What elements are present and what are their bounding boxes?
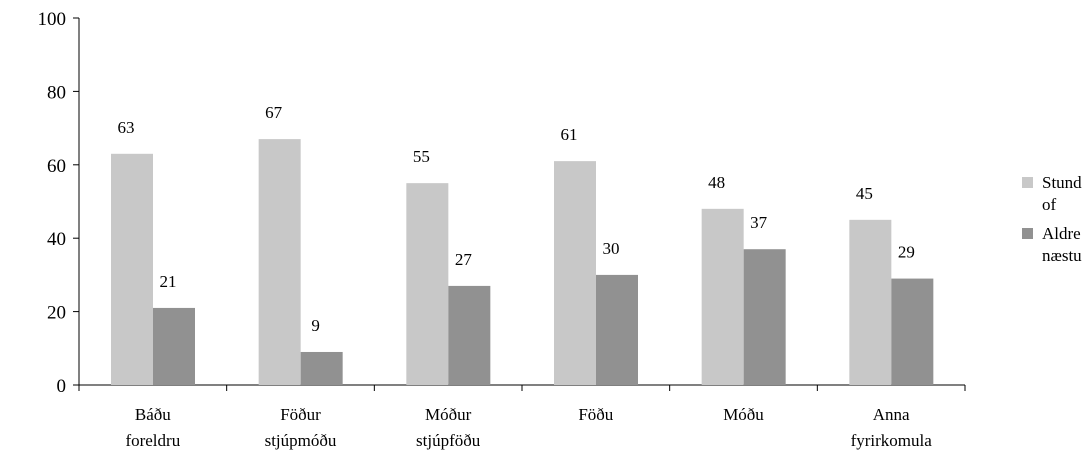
legend-label: næstu (1042, 246, 1082, 265)
category-label: Móður (425, 405, 472, 424)
y-tick-label: 40 (47, 229, 66, 250)
y-tick-label: 0 (57, 376, 67, 397)
x-axis (78, 384, 966, 391)
category-label: Föður (280, 405, 321, 424)
bar (554, 161, 596, 385)
data-label: 29 (898, 243, 915, 262)
legend-label: Stund (1042, 173, 1082, 192)
legend-label: of (1042, 195, 1057, 214)
legend-swatch (1022, 177, 1033, 188)
y-axis: 0 20 40 60 80 100 (38, 9, 80, 397)
bar (849, 219, 892, 385)
bar (300, 351, 343, 385)
category-label: Föðu (578, 405, 613, 424)
data-label: 30 (603, 239, 620, 258)
bar (891, 278, 934, 385)
data-label: 67 (265, 103, 283, 122)
data-label: 37 (750, 213, 768, 232)
category-label: foreldru (125, 431, 180, 450)
bar (743, 249, 786, 385)
legend-label: Aldre (1042, 224, 1081, 243)
y-tick-label: 20 (47, 303, 66, 324)
bar (153, 307, 195, 385)
category-labels: Báðu foreldru Föður stjúpmóðu Móður stjúpföðu… (125, 405, 932, 450)
legend-swatch (1022, 228, 1033, 239)
category-label: stjúpföðu (416, 431, 481, 450)
bar (406, 183, 449, 385)
y-tick-label: 100 (38, 9, 67, 30)
data-label: 55 (413, 147, 430, 166)
category-label: fyrirkomula (851, 431, 933, 450)
bar (596, 274, 638, 385)
category-label: Báðu (135, 405, 171, 424)
y-tick-label: 80 (47, 82, 66, 103)
bar (701, 208, 744, 385)
data-label: 27 (455, 250, 473, 269)
category-label: stjúpmóðu (265, 431, 337, 450)
legend: Stund of Aldre næstu (1022, 173, 1082, 265)
category-label: Anna (873, 405, 910, 424)
category-label: Móðu (723, 405, 764, 424)
data-label: 9 (311, 316, 320, 335)
data-label: 48 (708, 173, 725, 192)
data-label: 61 (561, 125, 578, 144)
bar (448, 285, 491, 385)
bars (111, 139, 934, 385)
bar (111, 153, 153, 385)
data-label: 63 (118, 118, 135, 137)
data-label: 45 (856, 184, 873, 203)
y-tick-label: 60 (47, 156, 66, 177)
data-label: 21 (160, 272, 177, 291)
bar (258, 139, 301, 385)
data-labels: 63 21 67 9 55 27 61 30 48 37 45 29 (118, 103, 915, 335)
